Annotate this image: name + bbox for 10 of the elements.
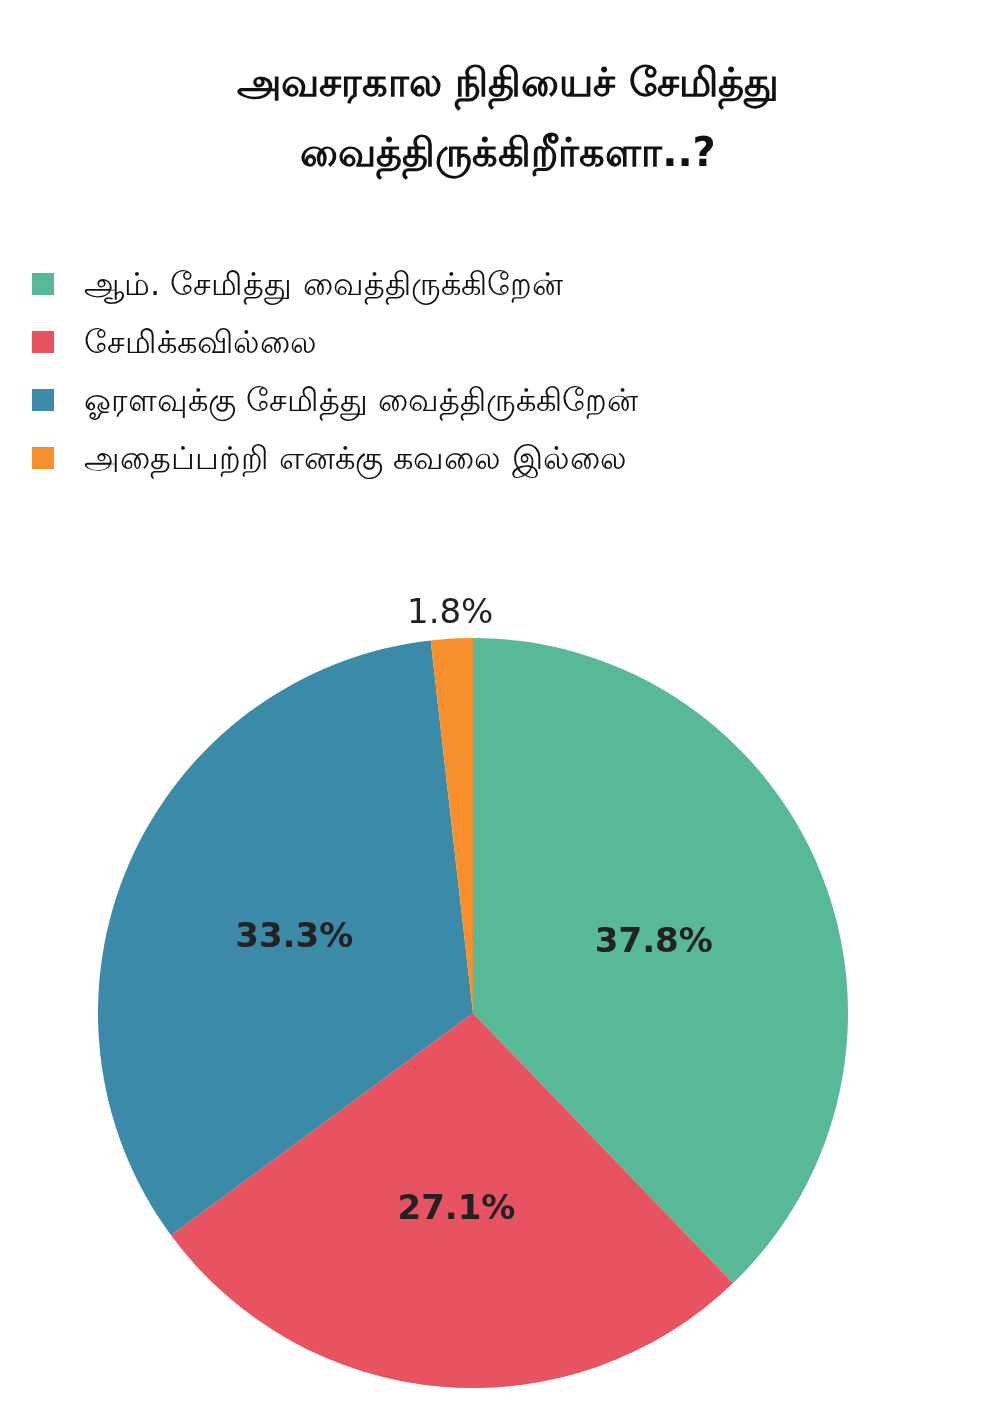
legend-label: ஓரளவுக்கு சேமித்து வைத்திருக்கிறேன்	[84, 381, 639, 421]
data-label: 27.1%	[397, 1187, 516, 1228]
pie-slice	[171, 1013, 734, 1388]
legend-label: சேமிக்கவில்லை	[84, 323, 317, 361]
chart-title: அவசரகால நிதியைச் சேமித்து வைத்திருக்கிறீர்களா..?	[236, 59, 780, 180]
data-label: 1.8%	[407, 590, 494, 631]
legend-label: அதைப்பற்றி எனக்கு கவலை இல்லை	[84, 439, 627, 479]
data-label: 37.8%	[594, 920, 713, 961]
data-label: 33.3%	[235, 914, 354, 955]
legend-label: ஆம். சேமித்து வைத்திருக்கிறேன்	[84, 265, 563, 305]
